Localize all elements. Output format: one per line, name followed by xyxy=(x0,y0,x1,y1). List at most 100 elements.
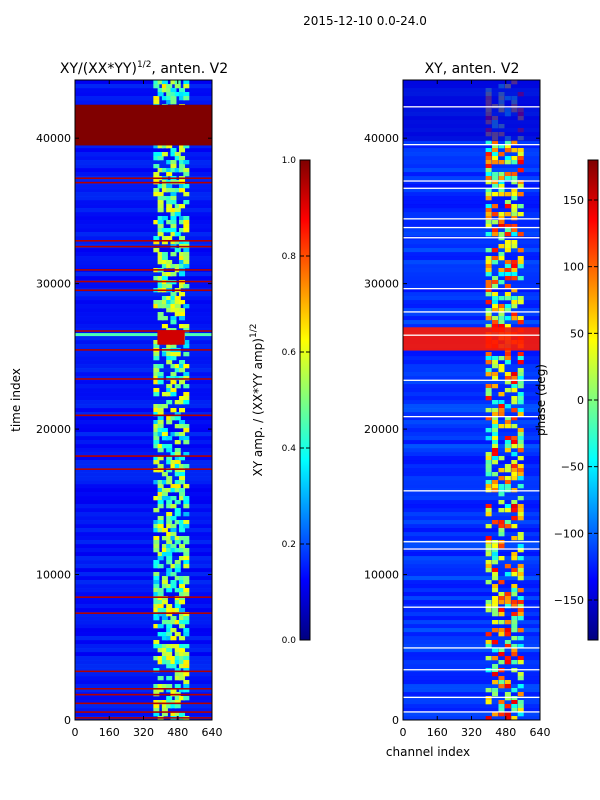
right-heatmap-row xyxy=(403,396,540,401)
left-bright-channel-cell xyxy=(153,684,160,689)
right-bright-channel-cell xyxy=(485,536,492,541)
right-bright-channel-cell xyxy=(504,296,511,301)
right-bright-channel-cell xyxy=(511,600,518,605)
left-heatmap-row xyxy=(75,168,212,173)
left-bright-channel-cell xyxy=(166,92,173,97)
left-bright-channel-cell xyxy=(161,480,168,485)
right-heatmap-row xyxy=(403,316,540,321)
right-bright-channel-cell xyxy=(498,404,505,409)
right-white-line xyxy=(403,180,540,182)
right-bright-channel-cell xyxy=(485,644,492,649)
left-bright-channel-cell xyxy=(174,608,181,613)
left-bright-channel-cell xyxy=(174,352,181,357)
right-bright-channel-cell xyxy=(492,192,499,197)
left-colorbar-tick-label: 0.6 xyxy=(282,348,297,358)
right-heatmap-row xyxy=(403,184,540,189)
left-bright-channel-cell xyxy=(174,156,181,161)
left-bright-channel-cell xyxy=(166,544,173,549)
right-bright-channel-cell xyxy=(517,316,524,321)
left-bright-channel-cell xyxy=(183,464,190,469)
left-heatmap-row xyxy=(75,256,212,261)
left-bright-channel-cell xyxy=(179,316,186,321)
right-heatmap-row xyxy=(403,300,540,305)
right-bright-channel-cell xyxy=(485,524,492,529)
left-bright-channel-cell xyxy=(183,364,190,369)
right-heatmap-row xyxy=(403,532,540,537)
left-bright-channel-cell xyxy=(166,260,173,265)
left-bright-channel-cell xyxy=(166,184,173,189)
right-ytick-label: 30000 xyxy=(364,278,399,291)
left-bright-channel-cell xyxy=(166,196,173,201)
left-bright-channel-cell xyxy=(166,436,173,441)
left-bright-channel-cell xyxy=(166,344,173,349)
left-bright-channel-cell xyxy=(166,88,173,93)
right-bright-channel-cell xyxy=(511,316,518,321)
left-bright-channel-cell xyxy=(166,500,173,505)
right-heatmap-row xyxy=(403,368,540,373)
right-bright-channel-cell xyxy=(504,228,511,233)
left-panel: XY/(XX*YY)1/2, anten. V2 0 160 320 480 640 0 1… xyxy=(9,60,311,739)
right-heatmap-row xyxy=(403,488,540,493)
left-bright-channel-cell xyxy=(183,284,190,289)
right-bright-channel-cell xyxy=(498,652,505,657)
left-bright-channel-cell xyxy=(170,328,177,333)
left-heatmap-row xyxy=(75,596,212,601)
left-heatmap-row xyxy=(75,620,212,625)
left-bright-channel-cell xyxy=(153,248,160,253)
left-bright-channel-cell xyxy=(157,600,164,605)
left-bright-channel-cell xyxy=(174,376,181,381)
left-bright-channel-cell xyxy=(170,304,177,309)
right-white-line xyxy=(403,288,540,290)
right-bright-channel-cell xyxy=(492,436,499,441)
right-bright-channel-cell xyxy=(504,352,511,357)
left-bright-channel-cell xyxy=(161,96,168,101)
right-bright-channel-cell xyxy=(485,468,492,473)
left-heatmap-row xyxy=(75,304,212,309)
right-bright-channel-cell xyxy=(511,488,518,493)
right-bright-channel-cell xyxy=(504,376,511,381)
right-bright-channel-cell xyxy=(517,448,524,453)
left-heatmap-row xyxy=(75,628,212,633)
left-bright-channel-cell xyxy=(166,356,173,361)
right-bright-channel-cell xyxy=(511,372,518,377)
left-bright-channel-cell xyxy=(174,604,181,609)
left-heatmap-row xyxy=(75,696,212,701)
left-bright-channel-cell xyxy=(157,220,164,225)
left-bright-channel-cell xyxy=(179,240,186,245)
left-saturated-line xyxy=(75,455,212,457)
left-bright-channel-cell xyxy=(179,648,186,653)
right-bright-channel-cell xyxy=(498,456,505,461)
left-bright-channel-cell xyxy=(179,612,186,617)
left-bright-channel-cell xyxy=(157,596,164,601)
left-bright-channel-cell xyxy=(183,384,190,389)
left-bright-channel-cell xyxy=(157,524,164,529)
right-bright-channel-cell xyxy=(498,324,505,329)
right-heatmap-row xyxy=(403,576,540,581)
right-heatmap-row xyxy=(403,588,540,593)
right-bright-channel-cell xyxy=(492,432,499,437)
right-bright-channel-cell xyxy=(504,572,511,577)
right-bright-channel-cell xyxy=(511,212,518,217)
right-bright-channel-cell xyxy=(498,492,505,497)
right-bright-channel-cell xyxy=(492,276,499,281)
left-bright-channel-cell xyxy=(170,388,177,393)
left-saturated-line xyxy=(75,711,212,713)
right-bright-channel-cell xyxy=(517,484,524,489)
left-bright-channel-cell xyxy=(174,632,181,637)
left-bright-channel-cell xyxy=(179,400,186,405)
left-bright-channel-cell xyxy=(174,152,181,157)
left-bright-channel-cell xyxy=(161,196,168,201)
left-bright-channel-cell xyxy=(183,536,190,541)
right-heatmap-row xyxy=(403,216,540,221)
right-bright-channel-cell xyxy=(504,464,511,469)
right-bright-channel-cell xyxy=(498,268,505,273)
left-bright-channel-cell xyxy=(179,408,186,413)
left-heatmap-row xyxy=(75,92,212,97)
right-bright-channel-cell xyxy=(504,324,511,329)
right-heatmap-row xyxy=(403,220,540,225)
left-bright-channel-cell xyxy=(166,584,173,589)
right-bright-channel-cell xyxy=(517,588,524,593)
right-bright-channel-cell xyxy=(504,244,511,249)
right-heatmap-row xyxy=(403,552,540,557)
right-bright-channel-cell xyxy=(492,384,499,389)
